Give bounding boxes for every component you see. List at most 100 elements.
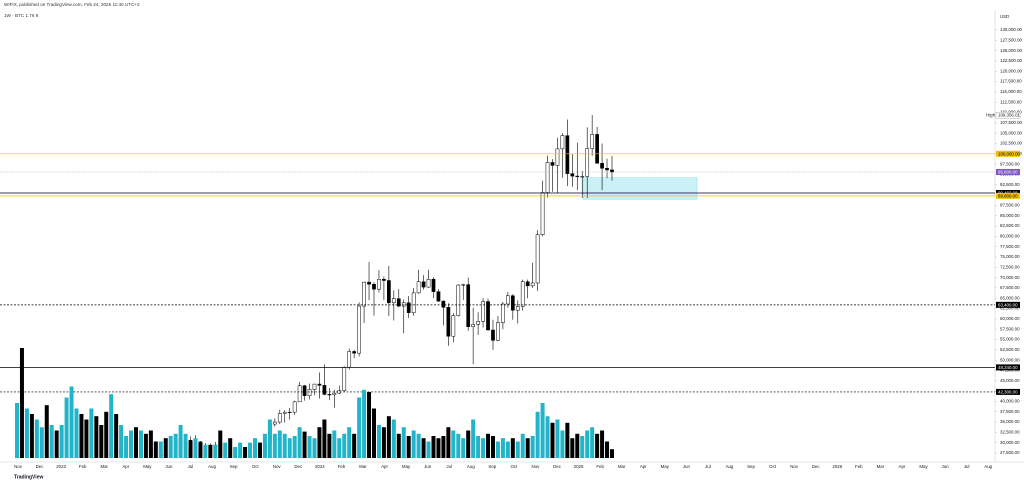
volume-bar (575, 433, 580, 458)
volume-bar (515, 441, 520, 458)
volume-bar (357, 397, 362, 458)
y-tick-label: 102,500.00 (1000, 141, 1023, 146)
volume-bar (49, 425, 54, 458)
volume-bar (124, 436, 129, 458)
x-tick-label: Apr (899, 464, 906, 469)
level-tag (996, 388, 1020, 395)
last-price-tag (996, 168, 1020, 175)
y-tick-label: 117,500.00 (1000, 79, 1022, 84)
volume-bar (396, 433, 401, 458)
volume-bar (302, 431, 307, 458)
volume-bar (173, 433, 178, 458)
x-tick-label: Oct (510, 464, 518, 469)
volume-bar (213, 444, 218, 458)
candle-body (545, 162, 550, 193)
volume-bar (317, 427, 322, 458)
volume-bar (530, 436, 535, 458)
y-tick-label: 55,000.00 (1000, 337, 1020, 342)
currency: USD (1000, 14, 1009, 19)
volume-bar (406, 436, 411, 458)
volume-bar (29, 414, 34, 458)
candle-body (491, 329, 495, 341)
volume-bar (193, 438, 198, 458)
candle-body (342, 366, 347, 391)
volume-bar (183, 433, 188, 458)
volume-bar (257, 442, 262, 458)
x-tick-label: Dec (294, 464, 303, 469)
x-tick-label: Jun (165, 464, 173, 469)
volume-bar (233, 447, 238, 458)
volume-bar (332, 430, 337, 458)
volume-bar (272, 433, 277, 458)
volume-bar (24, 408, 29, 458)
volume-bar (371, 408, 376, 458)
candle-body (441, 300, 446, 308)
y-tick-label: 115,000.00 (1000, 89, 1022, 94)
y-tick-label: 67,500.00 (1000, 285, 1020, 290)
candle-body (550, 162, 555, 166)
brand: TradingView (14, 474, 43, 480)
volume-bar (223, 442, 228, 458)
y-tick-label: 85,000.00 (1000, 213, 1020, 218)
candle-body (401, 302, 406, 307)
x-tick-label: Nov (532, 464, 541, 469)
candle-body (600, 163, 604, 169)
candle-body (515, 306, 520, 311)
candle-body (540, 192, 545, 235)
volume-bar (248, 442, 253, 458)
x-tick-label: Nov (790, 464, 799, 469)
candle-body (610, 169, 614, 173)
candle-body (322, 385, 327, 395)
volume-bar (600, 430, 605, 458)
x-tick-label: Jun (424, 464, 432, 469)
volume-bar (550, 422, 555, 458)
candle-body (481, 301, 485, 322)
x-tick-label: Nov (273, 464, 282, 469)
volume-bar (381, 427, 386, 458)
x-tick-label: Feb (338, 464, 346, 469)
x-tick-label: 2023 (56, 464, 66, 469)
y-tick-label: 77,500.00 (1000, 244, 1020, 249)
x-tick-label: 2024 (315, 464, 325, 469)
y-tick-label: 122,500.00 (1000, 58, 1023, 63)
x-tick-label: Sep (488, 464, 496, 469)
y-tick-label: 52,500.00 (1000, 347, 1020, 352)
level-tag (996, 364, 1020, 371)
volume-bar (580, 436, 585, 458)
y-tick-label: 87,500.00 (1000, 203, 1020, 208)
candle-body (382, 279, 386, 281)
volume-bar (292, 436, 297, 458)
volume-bar (376, 425, 381, 458)
volume-bar (59, 425, 64, 458)
candle-body (421, 281, 426, 288)
candle-body (595, 134, 599, 164)
volume-bar (520, 433, 525, 458)
volume-bar (277, 430, 282, 458)
volume-bar (84, 419, 89, 458)
candle-body (332, 392, 337, 396)
candle-body (272, 421, 277, 425)
y-tick-label: 62,500.00 (1000, 306, 1020, 311)
volume-bar (34, 419, 39, 458)
candle-body (347, 351, 352, 368)
candle-body (590, 134, 595, 149)
volume-bar (158, 441, 163, 458)
candle-body (411, 292, 416, 313)
y-tick-label: 35,000.00 (1000, 419, 1020, 424)
y-tick-label: 40,000.00 (1000, 399, 1020, 404)
high-value: 109,356.01 (998, 113, 1021, 118)
y-tick-label: 70,000.00 (1000, 275, 1020, 280)
chart-subtitle: 1W · BTC 1.76 K (4, 13, 40, 18)
zone (582, 177, 698, 200)
y-tick-label: 45,000.00 (1000, 378, 1020, 383)
volume-bar (565, 422, 570, 458)
volume-bar (282, 433, 287, 458)
x-tick-label: Feb (596, 464, 604, 469)
candle-body (530, 282, 535, 287)
candle-body (496, 322, 500, 341)
volume-bar (416, 433, 421, 458)
level-tag (996, 150, 1020, 157)
volume-bar (481, 438, 486, 458)
volume-bar (307, 436, 312, 458)
